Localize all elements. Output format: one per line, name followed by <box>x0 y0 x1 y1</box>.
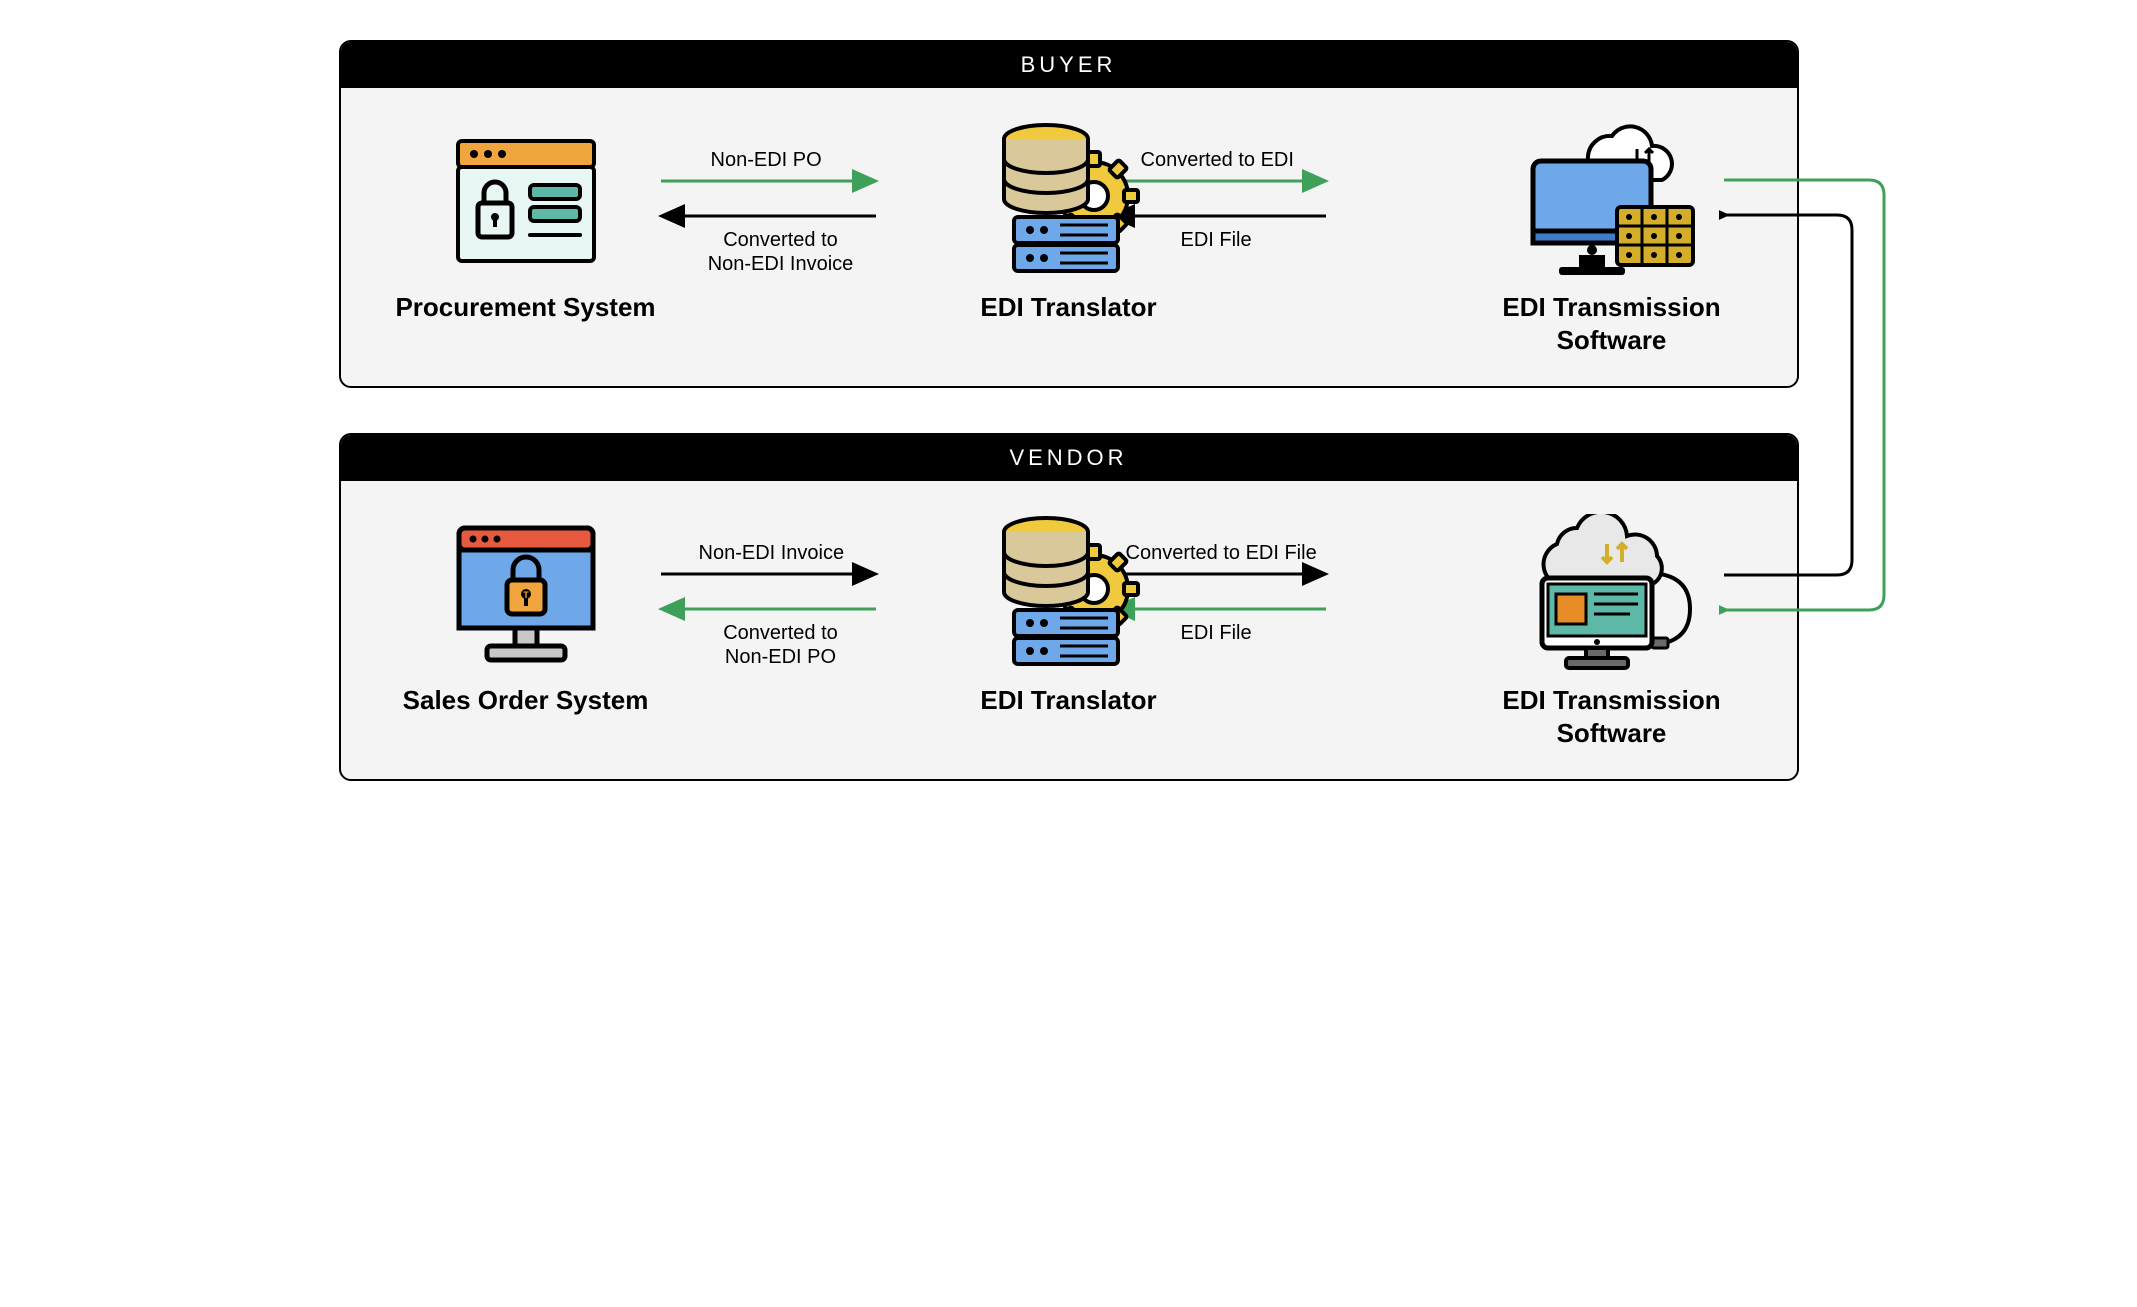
buyer-panel-body: Procurement System <box>341 88 1797 386</box>
edi-translator-buyer-label: EDI Translator <box>980 291 1156 324</box>
sales-order-label: Sales Order System <box>403 684 649 717</box>
procurement-label: Procurement System <box>395 291 655 324</box>
transmission-buyer-icon <box>1517 118 1707 283</box>
sales-order-icon: T <box>441 511 611 676</box>
transmission-vendor-icon <box>1512 511 1712 676</box>
arrow-label-converted-nonedi-po: Converted to Non-EDI PO <box>701 621 861 669</box>
vendor-panel: VENDOR T <box>339 433 1799 781</box>
sales-order-node: T Sales Order System <box>386 511 666 717</box>
procurement-system-node: Procurement System <box>386 118 666 324</box>
procurement-icon <box>446 118 606 283</box>
edi-transmission-buyer-label: EDI Transmission Software <box>1472 291 1752 356</box>
translator-icon <box>984 511 1154 676</box>
translator-icon <box>984 118 1154 283</box>
arrow-label-converted-nonedi-invoice: Converted to Non-EDI Invoice <box>701 228 861 276</box>
edi-transmission-vendor-node: EDI Transmission Software <box>1472 511 1752 749</box>
edi-transmission-buyer-node: EDI Transmission Software <box>1472 118 1752 356</box>
edi-translator-vendor-node: EDI Translator <box>929 511 1209 717</box>
vendor-panel-header: VENDOR <box>341 435 1797 481</box>
edi-translator-buyer-node: EDI Translator <box>929 118 1209 324</box>
arrow-label-nonedi-invoice: Non-EDI Invoice <box>699 541 845 565</box>
buyer-panel-header: BUYER <box>341 42 1797 88</box>
svg-text:T: T <box>523 590 529 600</box>
edi-flowchart: BUYER <box>339 40 1799 781</box>
edi-transmission-vendor-label: EDI Transmission Software <box>1472 684 1752 749</box>
vendor-panel-body: T Sales Order System <box>341 481 1797 779</box>
edi-translator-vendor-label: EDI Translator <box>980 684 1156 717</box>
arrow-label-nonedi-po: Non-EDI PO <box>711 148 822 172</box>
buyer-panel: BUYER <box>339 40 1799 388</box>
